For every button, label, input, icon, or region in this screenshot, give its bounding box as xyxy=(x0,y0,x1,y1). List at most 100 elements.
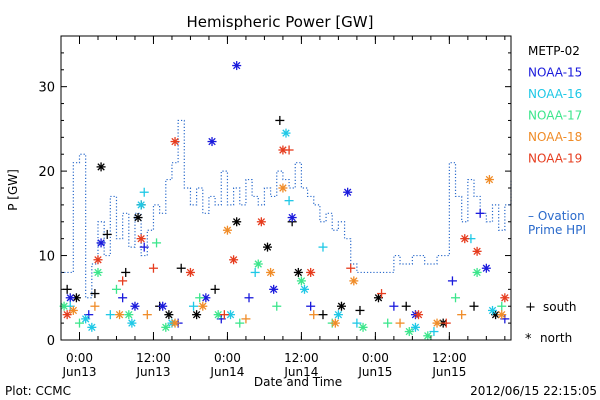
noaa-18-point-north xyxy=(266,267,276,277)
metp-02-point-south xyxy=(401,301,411,311)
noaa-16-point-south xyxy=(105,310,115,320)
noaa-19-point-south xyxy=(377,289,387,299)
noaa-19-point-north xyxy=(136,234,146,244)
noaa-15-point-north xyxy=(232,61,242,71)
y-tick-label: 30 xyxy=(38,81,55,96)
noaa-16-point-north xyxy=(488,305,498,315)
noaa-19-point-north xyxy=(306,267,316,277)
noaa-18-point-north xyxy=(115,310,125,320)
legend-noaa-19: NOAA-19 xyxy=(528,152,582,166)
noaa-17-point-south xyxy=(235,318,245,328)
noaa-17-point-north xyxy=(472,267,482,277)
noaa-16-point-north xyxy=(299,284,309,294)
x-tick-label: 12:00 xyxy=(136,351,171,365)
noaa-19-point-south xyxy=(441,318,451,328)
noaa-19-point-south xyxy=(284,145,294,155)
noaa-15-point-south xyxy=(244,293,254,303)
metp-02-point-south xyxy=(102,229,112,239)
noaa-19-point-north xyxy=(414,310,424,320)
noaa-19-point-south xyxy=(219,310,229,320)
noaa-15-point-south xyxy=(118,293,128,303)
x-axis-label: Date and Time xyxy=(254,375,342,389)
noaa-16-point-north xyxy=(333,310,343,320)
noaa-15-point-north xyxy=(481,263,491,273)
noaa-16-point-south xyxy=(250,267,260,277)
noaa-18-point-north xyxy=(497,310,507,320)
x-tick-date-label: Jun14 xyxy=(209,365,244,379)
noaa-18-point-south xyxy=(395,318,405,328)
noaa-17-point-south xyxy=(74,318,84,328)
x-tick-label: 0:00 xyxy=(214,351,241,365)
noaa-19-point-south xyxy=(148,263,158,273)
noaa-17-point-south xyxy=(272,301,282,311)
noaa-15-point-south xyxy=(475,208,485,218)
legend-ovation-prime-hpi: – Ovation xyxy=(528,209,585,223)
timestamp: 2012/06/15 22:15:05 xyxy=(470,384,597,398)
legend-metp-02: METP-02 xyxy=(528,44,580,58)
noaa-18-point-south xyxy=(309,310,319,320)
noaa-18-point-north xyxy=(349,276,359,286)
noaa-15-point-north xyxy=(158,301,168,311)
plot-area: 01020300:00Jun1312:00Jun130:00Jun1412:00… xyxy=(38,35,512,379)
noaa-17-point-south xyxy=(451,293,461,303)
noaa-19-point-north xyxy=(185,267,195,277)
noaa-16-point-south xyxy=(139,187,149,197)
legend-noaa-18: NOAA-18 xyxy=(528,130,582,144)
metp-02-point-north xyxy=(293,267,303,277)
noaa-17-point-south xyxy=(111,284,121,294)
noaa-16-point-south xyxy=(318,242,328,252)
noaa-15-point-north xyxy=(287,213,297,223)
noaa-15-point-north xyxy=(207,137,217,147)
legend-ovation-prime-hpi-line2: Prime HPI xyxy=(528,223,586,237)
legend-south-label: south xyxy=(543,300,577,314)
x-tick-label: 0:00 xyxy=(362,351,389,365)
legend-noaa-17: NOAA-17 xyxy=(528,109,582,123)
noaa-15-point-north xyxy=(269,284,279,294)
noaa-19-point-north xyxy=(93,255,103,265)
noaa-17-point-north xyxy=(423,331,433,341)
noaa-19-point-south xyxy=(118,276,128,286)
noaa-18-point-south xyxy=(142,310,152,320)
metp-02-point-north xyxy=(133,213,143,223)
noaa-17-point-south xyxy=(497,301,507,311)
noaa-17-point-south xyxy=(383,318,393,328)
noaa-18-point-south xyxy=(90,301,100,311)
noaa-18-point-north xyxy=(222,225,232,235)
noaa-17-point-north xyxy=(404,327,414,337)
noaa-18-point-north xyxy=(484,175,494,185)
metp-02-point-north xyxy=(96,162,106,172)
metp-02-point-north xyxy=(232,217,242,227)
metp-02-point-south xyxy=(176,263,186,273)
noaa-15-point-north xyxy=(130,301,140,311)
noaa-17-point-north xyxy=(124,310,134,320)
legend-noaa-15: NOAA-15 xyxy=(528,66,582,80)
noaa-19-point-north xyxy=(500,293,510,303)
noaa-19-point-north xyxy=(256,217,266,227)
noaa-16-point-north xyxy=(281,128,291,138)
noaa-18-point-north xyxy=(68,305,78,315)
noaa-17-point-north xyxy=(253,259,263,269)
metp-02-point-south xyxy=(355,305,365,315)
metp-02-point-south xyxy=(210,284,220,294)
noaa-16-point-south xyxy=(352,318,362,328)
noaa-16-point-north xyxy=(410,322,420,332)
noaa-17-point-south xyxy=(195,293,205,303)
metp-02-point-north xyxy=(373,293,383,303)
noaa-16-point-north xyxy=(87,322,97,332)
y-tick-label: 20 xyxy=(38,165,55,180)
metp-02-point-south xyxy=(62,284,72,294)
noaa-17-point-north xyxy=(93,267,103,277)
noaa-15-point-north xyxy=(201,293,211,303)
x-tick-label: 12:00 xyxy=(284,351,319,365)
noaa-17-point-south xyxy=(152,238,162,248)
noaa-18-point-north xyxy=(330,318,340,328)
x-tick-label: 0:00 xyxy=(66,351,93,365)
x-tick-date-label: Jun15 xyxy=(431,365,466,379)
metp-02-point-north xyxy=(263,242,273,252)
x-tick-date-label: Jun13 xyxy=(61,365,96,379)
noaa-18-point-south xyxy=(457,310,467,320)
noaa-19-point-north xyxy=(170,137,180,147)
noaa-15-point-north xyxy=(65,293,75,303)
legend-noaa-16: NOAA-16 xyxy=(528,87,582,101)
noaa-15-point-south xyxy=(389,301,399,311)
